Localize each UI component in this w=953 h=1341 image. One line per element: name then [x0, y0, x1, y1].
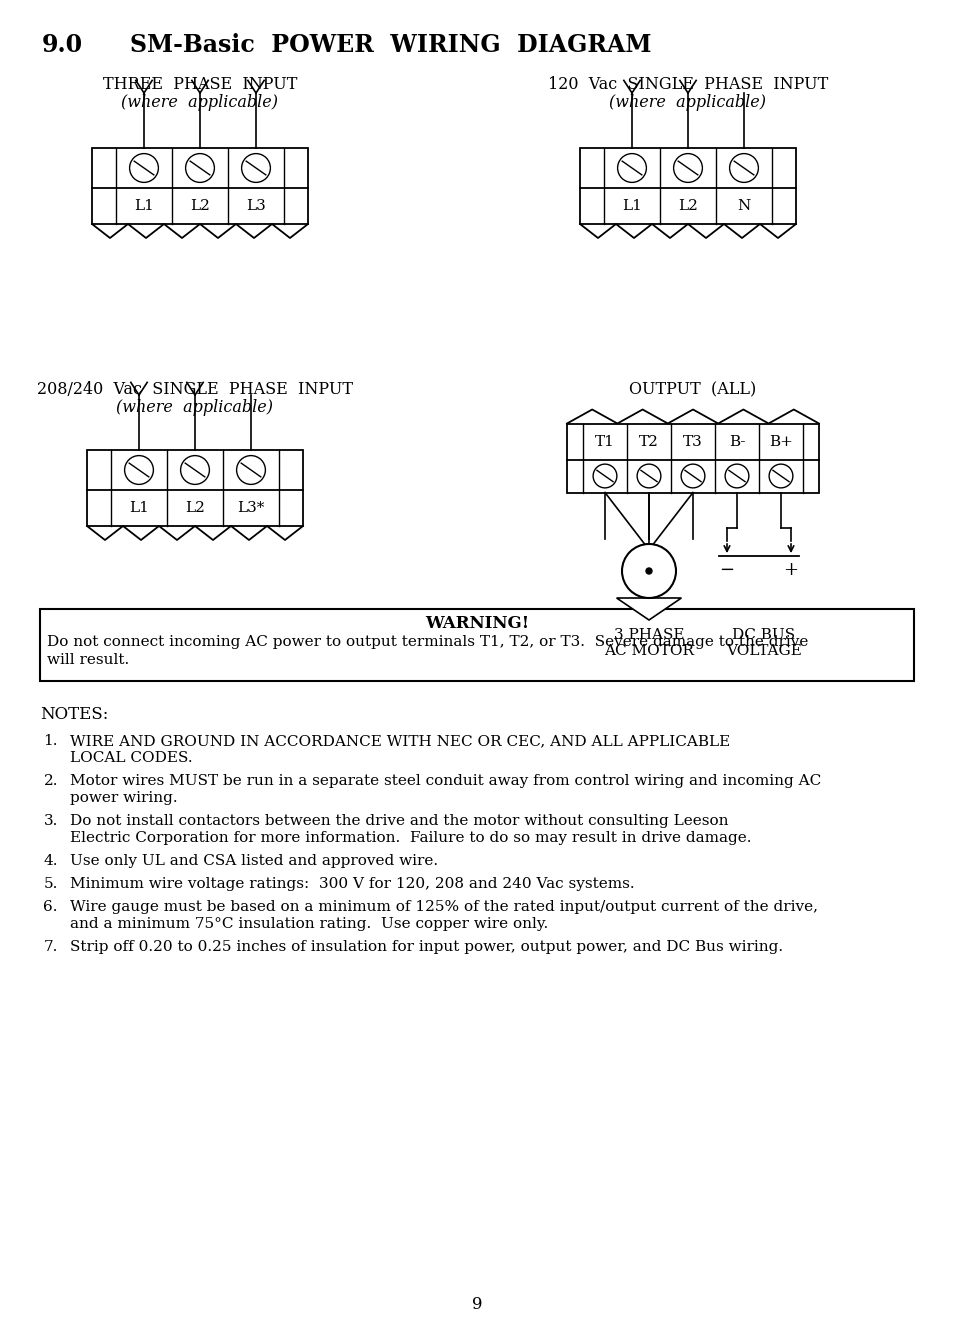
Text: (where  applicable): (where applicable) — [609, 94, 765, 111]
Circle shape — [645, 569, 651, 574]
Text: −: − — [719, 561, 734, 579]
Text: T1: T1 — [595, 434, 615, 448]
Text: 208/240  Vac  SINGLE  PHASE  INPUT: 208/240 Vac SINGLE PHASE INPUT — [37, 381, 353, 398]
Text: 6.: 6. — [44, 900, 58, 915]
Bar — [91, 148, 308, 224]
Text: Use only UL and CSA listed and approved wire.: Use only UL and CSA listed and approved … — [70, 854, 437, 868]
Text: WIRE AND GROUND IN ACCORDANCE WITH NEC OR CEC, AND ALL APPLICABLE: WIRE AND GROUND IN ACCORDANCE WITH NEC O… — [70, 734, 729, 748]
Circle shape — [621, 544, 676, 598]
Text: L3*: L3* — [237, 502, 264, 515]
Text: L2: L2 — [678, 198, 698, 213]
Text: power wiring.: power wiring. — [70, 791, 177, 805]
Text: DC BUS: DC BUS — [732, 628, 795, 642]
Text: 3.: 3. — [44, 814, 58, 827]
Circle shape — [186, 154, 214, 182]
Circle shape — [593, 464, 617, 488]
Circle shape — [617, 154, 646, 182]
Text: T3: T3 — [682, 434, 702, 448]
Text: 9: 9 — [471, 1295, 482, 1313]
Text: 2.: 2. — [44, 774, 58, 789]
Circle shape — [241, 154, 270, 182]
Text: 4.: 4. — [44, 854, 58, 868]
Circle shape — [768, 464, 792, 488]
Bar — [87, 451, 303, 526]
Text: Electric Corporation for more information.  Failure to do so may result in drive: Electric Corporation for more informatio… — [70, 831, 751, 845]
Text: OUTPUT  (ALL): OUTPUT (ALL) — [629, 381, 756, 398]
Text: VOLTAGE: VOLTAGE — [725, 644, 801, 658]
Text: B-: B- — [728, 434, 744, 448]
Text: THREE  PHASE  INPUT: THREE PHASE INPUT — [103, 76, 297, 93]
Text: B+: B+ — [768, 434, 792, 448]
Text: L1: L1 — [129, 502, 149, 515]
Text: Wire gauge must be based on a minimum of 125% of the rated input/output current : Wire gauge must be based on a minimum of… — [70, 900, 817, 915]
Text: L2: L2 — [185, 502, 205, 515]
Circle shape — [673, 154, 701, 182]
Text: N: N — [737, 198, 750, 213]
Bar — [566, 424, 818, 492]
Text: Motor wires MUST be run in a separate steel conduit away from control wiring and: Motor wires MUST be run in a separate st… — [70, 774, 821, 789]
Text: L1: L1 — [134, 198, 153, 213]
Text: (where  applicable): (where applicable) — [116, 400, 274, 416]
Circle shape — [724, 464, 748, 488]
Text: T2: T2 — [639, 434, 659, 448]
Text: Strip off 0.20 to 0.25 inches of insulation for input power, output power, and D: Strip off 0.20 to 0.25 inches of insulat… — [70, 940, 782, 953]
Text: 1.: 1. — [44, 734, 58, 748]
Circle shape — [125, 456, 153, 484]
Text: SM-Basic  POWER  WIRING  DIAGRAM: SM-Basic POWER WIRING DIAGRAM — [130, 34, 651, 58]
Circle shape — [729, 154, 758, 182]
Circle shape — [637, 464, 660, 488]
Circle shape — [680, 464, 704, 488]
Text: 9.0: 9.0 — [42, 34, 83, 58]
Text: 5.: 5. — [44, 877, 58, 890]
Text: and a minimum 75°C insulation rating.  Use copper wire only.: and a minimum 75°C insulation rating. Us… — [70, 917, 548, 931]
Text: L1: L1 — [621, 198, 641, 213]
Text: Do not install contactors between the drive and the motor without consulting Lee: Do not install contactors between the dr… — [70, 814, 728, 827]
Text: WARNING!: WARNING! — [424, 616, 529, 632]
Circle shape — [130, 154, 158, 182]
Circle shape — [180, 456, 209, 484]
Text: NOTES:: NOTES: — [40, 705, 109, 723]
Text: AC MOTOR: AC MOTOR — [603, 644, 693, 658]
Text: 120  Vac  SINGLE  PHASE  INPUT: 120 Vac SINGLE PHASE INPUT — [547, 76, 827, 93]
Text: +: + — [782, 561, 798, 579]
Text: L3: L3 — [246, 198, 266, 213]
Text: 3 PHASE: 3 PHASE — [613, 628, 683, 642]
Text: 7.: 7. — [44, 940, 58, 953]
Text: Do not connect incoming AC power to output terminals T1, T2, or T3.  Severe dama: Do not connect incoming AC power to outp… — [47, 636, 807, 649]
Text: L2: L2 — [190, 198, 210, 213]
Circle shape — [236, 456, 265, 484]
Polygon shape — [616, 598, 680, 620]
Text: (where  applicable): (where applicable) — [121, 94, 278, 111]
Bar — [40, 609, 913, 681]
Text: will result.: will result. — [47, 653, 129, 666]
Text: LOCAL CODES.: LOCAL CODES. — [70, 751, 193, 764]
Text: Minimum wire voltage ratings:  300 V for 120, 208 and 240 Vac systems.: Minimum wire voltage ratings: 300 V for … — [70, 877, 634, 890]
Bar — [579, 148, 795, 224]
